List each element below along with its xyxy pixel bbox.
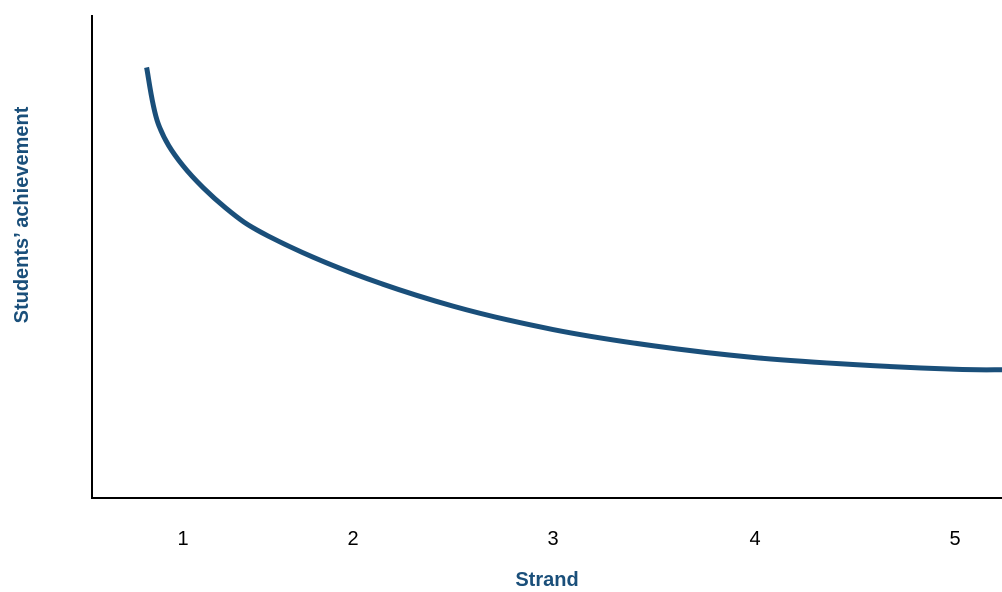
x-axis-label: Strand — [515, 569, 578, 591]
x-tick-label: 3 — [547, 528, 558, 550]
x-tick-label: 1 — [177, 528, 188, 550]
x-tick-label: 2 — [347, 528, 358, 550]
x-tick-label: 4 — [749, 528, 760, 550]
series-line — [144, 66, 1002, 373]
y-axis-label: Students’ achievement — [11, 106, 33, 323]
x-tick-label: 5 — [949, 528, 960, 550]
